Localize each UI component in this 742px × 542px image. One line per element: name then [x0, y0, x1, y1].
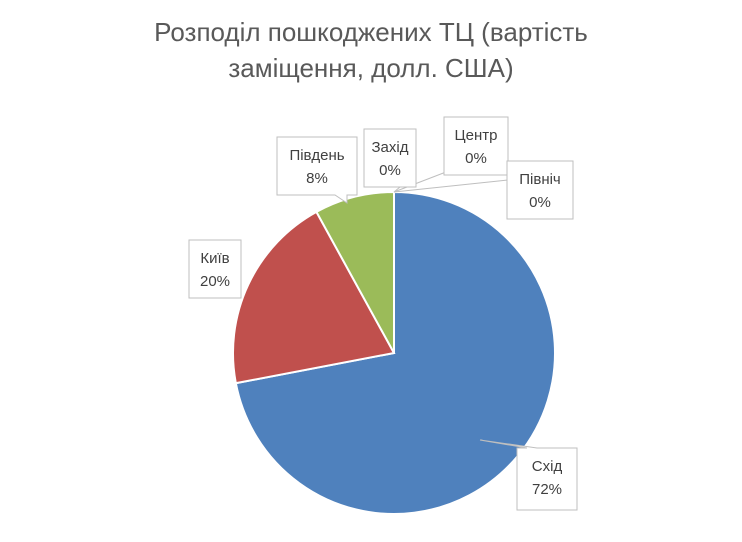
label-leader-lines	[393, 171, 509, 193]
data-label-value-south: 8%	[306, 170, 328, 187]
data-label-south: Південь 8%	[276, 136, 358, 204]
pie-slices	[232, 190, 556, 515]
data-label-west: Захід 0%	[363, 128, 417, 188]
chart-title-line-1: Розподіл пошкоджених ТЦ (вартість	[154, 17, 588, 47]
data-label-box-south	[276, 136, 358, 204]
data-label-category-west: Захід	[372, 139, 409, 156]
data-label-value-kyiv: 20%	[200, 273, 230, 290]
pie-slice-south	[315, 190, 395, 354]
data-label-category-north: Північ	[519, 171, 561, 188]
data-label-value-north: 0%	[529, 194, 551, 211]
data-label-category-east: Схід	[532, 458, 563, 475]
pie-slice-kyiv	[232, 210, 396, 385]
data-label-category-center: Центр	[455, 127, 498, 144]
data-label-value-west: 0%	[379, 162, 401, 179]
data-label-center: Центр 0%	[443, 116, 509, 176]
data-label-box-kyiv	[188, 239, 242, 299]
leader-line-center	[393, 171, 447, 193]
leader-line-north	[393, 179, 509, 193]
data-label-kyiv: Київ 20%	[188, 239, 242, 299]
data-label-value-center: 0%	[465, 150, 487, 167]
data-label-category-south: Південь	[289, 147, 344, 164]
data-label-box-west	[363, 128, 417, 188]
chart-title: Розподіл пошкоджених ТЦ (вартість заміще…	[0, 14, 742, 86]
data-label-category-kyiv: Київ	[200, 250, 229, 267]
data-label-east: Схід 72%	[479, 439, 578, 511]
chart-title-line-2: заміщення, долл. США)	[228, 53, 514, 83]
data-labels: Схід72%Київ20%Південь8%Захід0%Центр0%Пів…	[188, 116, 578, 511]
data-label-box-north	[506, 160, 574, 220]
data-label-north: Північ 0%	[506, 160, 574, 220]
data-label-value-east: 72%	[532, 481, 562, 498]
data-label-box-east	[479, 439, 578, 511]
